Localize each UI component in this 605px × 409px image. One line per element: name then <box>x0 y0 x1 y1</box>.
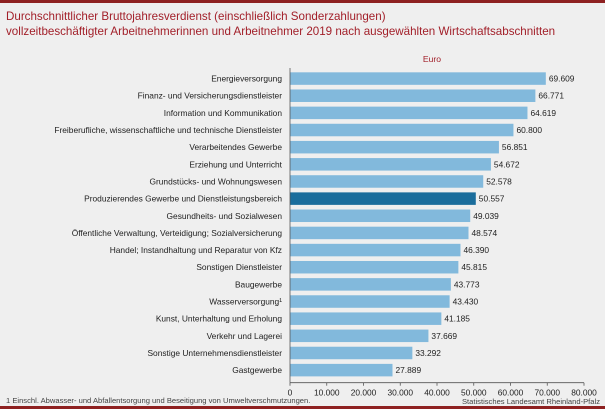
value-label: 64.619 <box>530 108 556 118</box>
category-label: Grundstücks- und Wohnungswesen <box>149 176 282 186</box>
value-label: 43.430 <box>453 297 479 307</box>
bar <box>290 106 528 120</box>
bar <box>290 158 491 171</box>
value-label: 54.672 <box>494 159 520 169</box>
category-label: Information und Kommunikation <box>164 108 283 118</box>
category-label: Kunst, Unterhaltung und Erholung <box>156 314 283 324</box>
top-rule <box>0 0 605 3</box>
category-label: Baugewerbe <box>235 279 282 289</box>
bar <box>290 278 451 291</box>
value-label: 56.851 <box>502 142 528 152</box>
category-label: Wasserversorgung¹ <box>209 297 282 307</box>
category-label: Freiberufliche, wissenschaftliche und te… <box>54 125 282 135</box>
bar <box>290 175 484 188</box>
bottom-rule <box>0 406 605 409</box>
value-label: 43.773 <box>454 279 480 289</box>
category-label: Produzierendes Gewerbe und Dienstleistun… <box>84 194 282 204</box>
value-label: 37.669 <box>431 331 457 341</box>
bar <box>290 346 413 360</box>
bar <box>290 312 442 325</box>
value-label: 27.889 <box>395 365 421 375</box>
category-label: Gesundheits- und Sozialwesen <box>167 211 283 221</box>
bar <box>290 243 461 257</box>
x-tick-label: 70.000 <box>534 388 560 398</box>
value-label: 41.185 <box>444 314 470 324</box>
unit-label: Euro <box>423 54 441 64</box>
x-tick-label: 20.000 <box>351 388 377 398</box>
bar <box>290 329 429 343</box>
x-tick-label: 60.000 <box>498 388 524 398</box>
category-label: Erziehung und Unterricht <box>189 159 282 169</box>
value-label: 45.815 <box>461 262 487 272</box>
category-label: Verkehr und Lagerei <box>207 331 283 341</box>
bar <box>290 140 499 154</box>
bar-highlight <box>290 192 476 205</box>
bar <box>290 89 536 102</box>
category-label: Sonstigen Dienstleister <box>196 262 282 272</box>
category-label: Gastgewerbe <box>232 365 282 375</box>
chart-title: Durchschnittlicher Bruttojahresverdienst… <box>6 9 602 39</box>
x-tick-label: 30.000 <box>387 388 413 398</box>
value-label: 33.292 <box>415 348 441 358</box>
bar <box>290 226 469 240</box>
chart-title-line-1: Durchschnittlicher Bruttojahresverdienst… <box>6 10 386 23</box>
value-label: 48.574 <box>472 228 498 238</box>
category-label: Öffentliche Verwaltung, Verteidigung; So… <box>72 228 283 238</box>
value-label: 66.771 <box>538 91 564 101</box>
value-label: 60.800 <box>516 125 542 135</box>
x-tick-label: 0 <box>288 388 293 398</box>
chart-title-line-2: vollzeitbeschäftigter Arbeitnehmerinnen … <box>6 25 556 38</box>
bar <box>290 295 450 308</box>
category-label: Sonstige Unternehmensdienstleister <box>147 348 282 358</box>
x-tick-label: 80.000 <box>571 388 597 398</box>
x-tick-label: 50.000 <box>461 388 487 398</box>
x-tick-label: 10.000 <box>314 388 340 398</box>
category-label: Handel; Instandhaltung und Reparatur von… <box>110 245 282 255</box>
value-label: 50.557 <box>479 194 505 204</box>
source-note: Statistisches Landesamt Rheinland-Pfalz <box>461 397 600 406</box>
category-label: Verarbeitendes Gewerbe <box>189 142 282 152</box>
value-label: 52.578 <box>486 176 512 186</box>
footnote: 1 Einschl. Abwasser- und Abfallentsorgun… <box>6 396 311 405</box>
category-label: Energieversorgung <box>211 74 282 84</box>
value-label: 69.609 <box>549 74 575 84</box>
bar <box>290 123 514 137</box>
bar <box>290 209 471 223</box>
value-label: 49.039 <box>473 211 499 221</box>
x-tick-label: 40.000 <box>424 388 450 398</box>
bar <box>290 72 546 85</box>
bar <box>290 260 459 274</box>
bar <box>290 363 393 377</box>
category-label: Finanz- und Versicherungsdienstleister <box>138 91 283 101</box>
value-label: 46.390 <box>463 245 489 255</box>
